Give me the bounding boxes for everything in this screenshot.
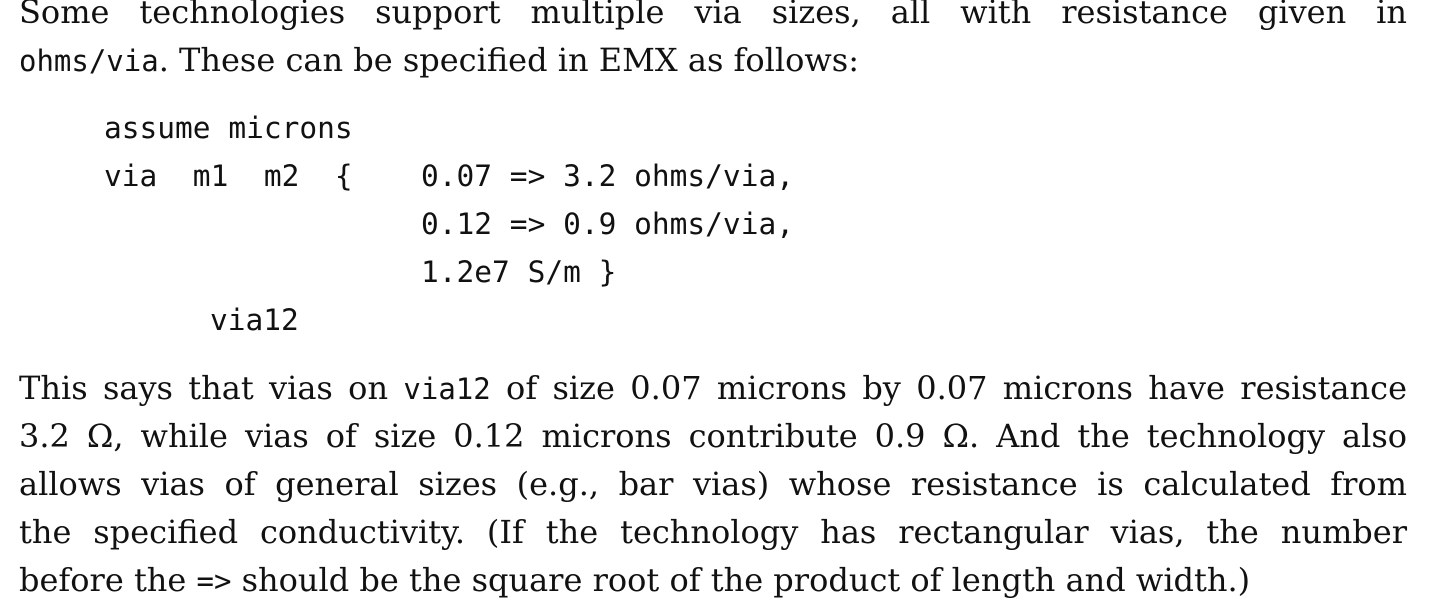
paragraph-line-2: 3.2 Ω, while vias of size 0.12 microns c… <box>19 417 1407 455</box>
intro-line-1: Some technologies support multiple via s… <box>19 0 1407 32</box>
code-conductivity: 1.2e7 S/m } <box>421 255 617 289</box>
paragraph-line-1: This says that vias on via12 of size 0.0… <box>19 368 1407 409</box>
paragraph-text: This says that vias on <box>19 369 404 407</box>
paragraph-text: of size 0.07 microns by 0.07 microns hav… <box>490 369 1408 407</box>
code-line-assume: assume microns <box>104 111 353 145</box>
paragraph-line-5: before the => should be the square root … <box>19 560 1407 601</box>
intro-line-2: ohms/via. These can be specified in EMX … <box>19 40 1407 81</box>
inline-code-via12: via12 <box>403 372 491 406</box>
paragraph-line-3: allows vias of general sizes (e.g., bar … <box>19 465 1407 503</box>
code-via-size-1: 0.07 => 3.2 ohms/via, <box>421 159 794 193</box>
inline-code-ohms-per-via: ohms/via <box>19 44 159 78</box>
inline-code-arrow: => <box>196 564 232 598</box>
code-via-name: via12 <box>210 303 299 337</box>
intro-text: . These can be specified in EMX as follo… <box>158 41 859 79</box>
intro-text: Some technologies support multiple via s… <box>19 0 1407 31</box>
code-via-size-2: 0.12 => 0.9 ohms/via, <box>421 207 794 241</box>
code-line-via-declaration: via m1 m2 { <box>104 159 353 193</box>
paragraph-text: should be the square root of the product… <box>231 561 1251 599</box>
paragraph-text: before the <box>19 561 197 599</box>
paragraph-line-4: the specified conductivity. (If the tech… <box>19 513 1407 551</box>
